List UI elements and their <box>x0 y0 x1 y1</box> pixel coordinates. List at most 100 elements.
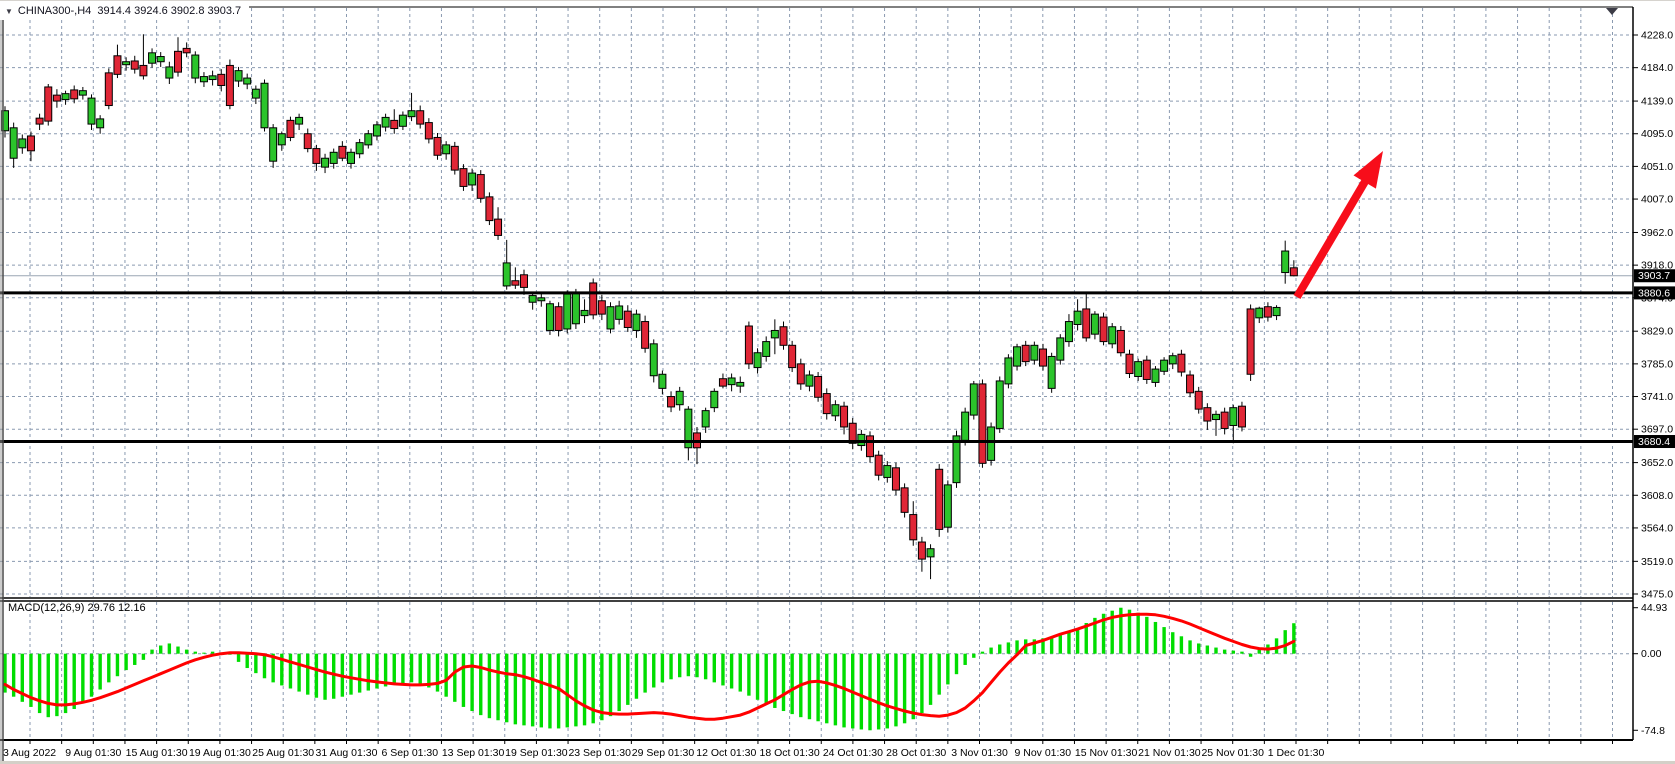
candle-bearish <box>779 326 788 346</box>
candle-bearish <box>840 405 849 428</box>
candle-bullish <box>926 548 935 558</box>
macd-bar <box>444 653 448 697</box>
macd-bar <box>280 653 284 686</box>
candle-bullish <box>1134 361 1143 377</box>
candle-bullish <box>1151 368 1160 383</box>
macd-bar <box>530 653 535 727</box>
macd-signal-line <box>3 612 1296 721</box>
macd-bar <box>63 653 68 714</box>
candle-bearish <box>1289 267 1298 277</box>
candle-bullish <box>995 380 1004 429</box>
candle-bearish <box>26 135 35 152</box>
candle-bullish <box>122 61 131 66</box>
macd-bar <box>3 653 7 693</box>
candle-bullish <box>191 54 200 79</box>
macd-axis: 44.93 0.00 -74.8 <box>1633 602 1667 737</box>
macd-bar <box>807 653 812 720</box>
candle-bullish <box>943 484 952 528</box>
candle-bullish <box>1047 355 1056 389</box>
candle-bullish <box>148 52 157 64</box>
macd-bar <box>453 653 457 702</box>
macd-bar <box>202 652 206 654</box>
candle-bullish <box>1056 337 1065 361</box>
price-tick-label: 3962.0 <box>1641 227 1673 239</box>
candle-bearish <box>744 325 753 365</box>
chevron-down-icon[interactable]: ▼ <box>5 7 13 16</box>
candle-bearish <box>104 72 113 107</box>
candle-bearish <box>909 514 918 541</box>
candle-bullish <box>1108 326 1117 345</box>
candle-bearish <box>139 64 148 77</box>
macd-bar <box>1006 642 1011 654</box>
time-tick-label: 9 Nov 01:30 <box>1014 747 1071 759</box>
macd-bar <box>193 651 197 654</box>
time-tick-label: 24 Oct 01:30 <box>823 747 883 759</box>
candle-bullish <box>260 82 269 129</box>
macd-bar <box>1032 639 1037 654</box>
candle-bearish <box>1082 308 1091 339</box>
macd-bar <box>37 653 42 714</box>
candle-bearish <box>1246 308 1255 375</box>
candle-bearish <box>891 467 900 491</box>
macd-bar <box>937 653 941 695</box>
macd-bar <box>911 653 915 720</box>
macd-bar <box>392 653 396 685</box>
macd-bar <box>176 646 180 654</box>
price-tick-label: 4007.0 <box>1641 194 1673 206</box>
macd-bar <box>773 653 777 708</box>
candle-bullish <box>1281 250 1290 274</box>
macd-bar <box>954 653 959 675</box>
macd-bar <box>582 653 587 726</box>
resistance-price-badge[interactable]: 3880.6 <box>1634 286 1675 300</box>
macd-bar <box>1110 610 1114 654</box>
macd-indicator-label: MACD(12,26,9) 29.76 12.16 <box>8 602 146 614</box>
macd-bar <box>1127 609 1132 654</box>
price-axis[interactable]: 4228.0 4184.0 4139.0 4095.0 4051.0 4007.0 3962… <box>1633 30 1675 601</box>
macd-bar <box>920 653 924 714</box>
macd-bar <box>1162 627 1166 654</box>
candle-bullish <box>199 76 208 83</box>
macd-bar <box>1101 613 1106 654</box>
svg-text:3903.7: 3903.7 <box>1638 270 1670 282</box>
candle-bearish <box>485 196 494 222</box>
candlestick-series <box>1 34 1298 580</box>
candle-bullish <box>502 262 511 287</box>
time-axis[interactable]: 3 Aug 2022 9 Aug 01:30 15 Aug 01:30 19 Aug … <box>3 740 1613 759</box>
macd-bar <box>228 653 232 655</box>
candle-bearish <box>1263 306 1272 318</box>
price-tick-label: 3785.0 <box>1641 358 1673 370</box>
candle-bearish <box>667 396 676 408</box>
candle-bullish <box>1212 413 1220 421</box>
current-price-badge[interactable]: 3903.7 <box>1634 269 1675 283</box>
candle-bearish <box>520 274 528 288</box>
macd-bar <box>1075 628 1080 654</box>
time-tick-label: 19 Sep 01:30 <box>505 747 568 759</box>
candle-bullish <box>208 75 217 81</box>
candle-bearish <box>978 383 987 464</box>
macd-bar <box>643 653 647 693</box>
macd-bar <box>262 653 267 679</box>
candle-bullish <box>468 172 477 186</box>
candle-bullish <box>1168 355 1177 365</box>
trend-arrow[interactable] <box>1293 151 1383 300</box>
macd-bar <box>323 653 327 700</box>
candle-bullish <box>857 433 866 447</box>
macd-bar <box>1041 638 1045 654</box>
candle-bearish <box>182 47 191 54</box>
macd-bar <box>314 653 319 698</box>
candle-bearish <box>44 86 53 122</box>
time-tick-label: 15 Aug 01:30 <box>126 747 188 759</box>
support-price-badge[interactable]: 3680.4 <box>1634 435 1675 449</box>
macd-bar <box>1197 643 1201 654</box>
macd-bar <box>876 653 881 730</box>
macd-bar <box>366 653 370 691</box>
candle-bearish <box>917 541 926 560</box>
chart-shift-marker-icon[interactable] <box>1606 8 1618 15</box>
candle-bullish <box>684 408 693 449</box>
macd-bar <box>617 653 621 712</box>
time-tick-label: 6 Sep 01:30 <box>381 747 438 759</box>
macd-bar <box>894 653 898 727</box>
